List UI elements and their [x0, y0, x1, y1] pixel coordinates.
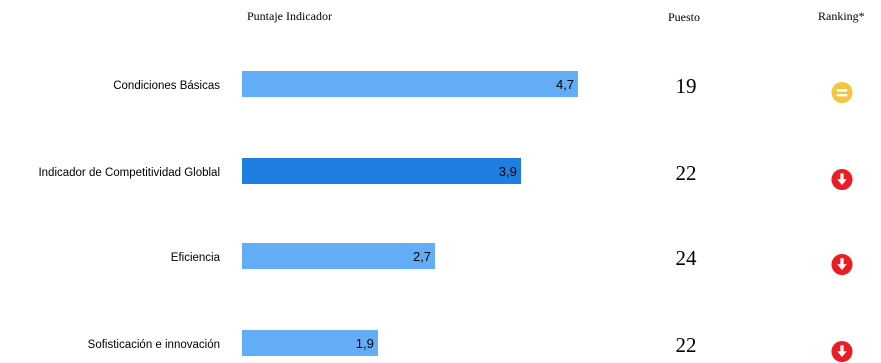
- arrow-down-icon: [831, 168, 853, 191]
- equal-icon: [831, 81, 853, 104]
- bar-value-label: 4,7: [555, 77, 575, 92]
- chart-row: Condiciones Básicas 4,7 19: [0, 71, 881, 104]
- puesto-value: 19: [675, 74, 697, 98]
- bar-value-label: 3,9: [498, 164, 517, 179]
- bar-value-label: 2,7: [412, 249, 432, 264]
- puesto-value: 22: [675, 333, 697, 357]
- category-label: Eficiencia: [170, 252, 220, 264]
- arrow-down-icon: [831, 253, 853, 276]
- header-position: Puesto: [668, 10, 701, 24]
- header-score: Puntaje Indicador: [247, 9, 332, 23]
- bar-value-label: 1,9: [355, 336, 374, 351]
- arrow-down-icon: [831, 340, 853, 363]
- chart-row: Eficiencia 2,7 24: [0, 243, 881, 276]
- category-label: Condiciones Básicas: [113, 80, 220, 92]
- bar: 2,7: [242, 243, 436, 269]
- bar: 1,9: [242, 330, 378, 356]
- bar: 4,7: [242, 71, 579, 97]
- bar: 3,9: [242, 158, 521, 184]
- chart-row: Indicador de Competitividad Globlal 3,9 22: [0, 158, 881, 191]
- category-label: Indicador de Competitividad Globlal: [38, 167, 220, 179]
- puesto-value: 24: [675, 246, 697, 270]
- chart-row: Sofisticación e innovación 1,9 22: [0, 330, 881, 363]
- puesto-value: 22: [675, 161, 697, 185]
- category-label: Sofisticación e innovación: [87, 339, 220, 351]
- header-ranking: Ranking*: [818, 9, 865, 23]
